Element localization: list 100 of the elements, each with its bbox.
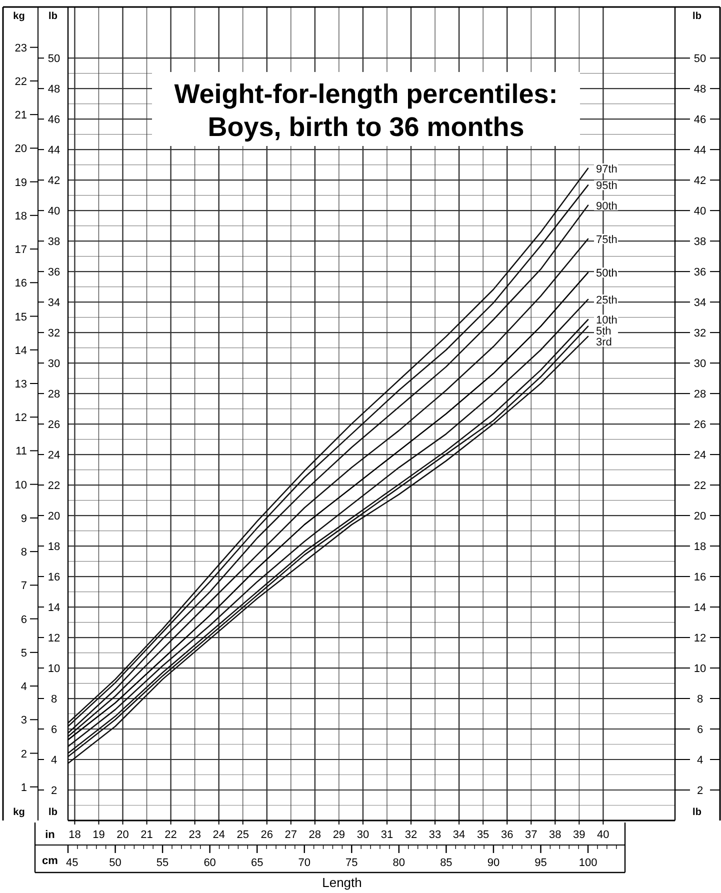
y3-tick-label: 28 (694, 388, 706, 401)
x-tick-label: 85 (440, 857, 452, 869)
x-tick-label: 45 (66, 857, 78, 869)
y-tick-label: 6 (20, 614, 27, 626)
x2-tick-label: 18 (68, 829, 81, 841)
y3-tick-label: 20 (694, 510, 706, 523)
y-tick-label: 7 (20, 580, 27, 592)
y2-tick-label: 40 (48, 206, 60, 218)
y3-tick-label: 50 (694, 53, 706, 66)
x2-tick-label: 27 (284, 829, 298, 841)
series-label: 5th (596, 326, 612, 338)
y-axis-title: kg (13, 11, 25, 22)
y2-tick-label: 36 (48, 266, 60, 279)
y3-tick-label: 38 (694, 236, 706, 248)
y3-tick-label: 42 (694, 175, 706, 188)
y3-tick-label: 14 (694, 602, 706, 614)
x2-tick-label: 23 (188, 829, 201, 841)
series-label: 10th (596, 314, 618, 327)
y3-tick-label: 26 (694, 419, 706, 432)
x2-tick-label: 26 (260, 829, 274, 841)
y3-tick-label: 32 (694, 328, 706, 340)
y2-tick-label: 48 (48, 84, 60, 96)
x-tick-label: 60 (204, 857, 216, 869)
y-tick-label: 23 (14, 42, 27, 54)
y3-tick-label: 24 (694, 450, 706, 462)
y2-tick-label: 26 (48, 419, 60, 432)
y2-tick-label: 46 (48, 114, 60, 126)
y2-tick-label: 42 (48, 175, 60, 188)
series-label: 95th (596, 180, 618, 192)
x-tick-label: 80 (392, 857, 406, 869)
y3-tick-label: 6 (696, 724, 704, 736)
x-tick-label: 70 (298, 857, 310, 869)
y3-tick-label: 40 (694, 206, 706, 218)
x2-tick-label: 22 (164, 829, 177, 841)
y-tick-label: 22 (14, 76, 27, 88)
y2-tick-label: 24 (48, 450, 60, 462)
series-label: 90th (596, 200, 618, 212)
y-tick-label: 21 (14, 110, 27, 122)
x2-tick-label: 28 (308, 829, 322, 841)
text: lb (48, 807, 58, 818)
y2-tick-label: 2 (50, 785, 58, 798)
y-tick-label: 3 (20, 714, 27, 727)
y3-tick-label: 30 (694, 358, 706, 370)
y-tick-label: 10 (14, 479, 27, 492)
y2-tick-label: 6 (50, 724, 58, 736)
x-tick-label: 100 (578, 857, 598, 869)
x2-tick-label: 30 (356, 829, 370, 841)
y2-tick-label: 28 (48, 388, 60, 401)
y-tick-label: 16 (14, 278, 27, 290)
y2-tick-label: 10 (48, 663, 60, 676)
x2-tick-label: 31 (380, 829, 394, 841)
x-tick-label: 55 (156, 857, 169, 869)
series-label: 50th (596, 268, 618, 280)
x2-tick-label: 24 (212, 829, 225, 841)
y2-tick-label: 44 (48, 144, 60, 157)
x2-tick-label: 29 (332, 829, 346, 841)
y2-tick-label: 38 (48, 236, 60, 248)
y2-tick-label: 30 (48, 358, 60, 370)
x-tick-label: 90 (487, 857, 500, 869)
y-tick-label: 8 (20, 546, 27, 559)
text: Boys, birth to 36 months (208, 112, 524, 142)
x2-tick-label: 40 (597, 829, 610, 841)
x2-tick-label: 35 (476, 829, 490, 841)
y2-tick-label: 18 (48, 541, 60, 554)
y3-tick-label: 18 (694, 541, 706, 554)
y2-tick-label: 8 (50, 694, 58, 706)
series-label: 3rd (596, 336, 612, 349)
x-axis-title: Length (322, 875, 362, 890)
y-tick-label: 2 (20, 748, 27, 760)
x2-tick-label: 19 (92, 829, 105, 841)
x2-tick-label: 37 (524, 829, 538, 841)
y2-tick-label: 14 (48, 602, 60, 614)
text: cm (42, 855, 58, 867)
y3-tick-label: 46 (694, 114, 706, 126)
x-tick-label: 75 (346, 857, 358, 869)
y-tick-label: 9 (20, 512, 27, 525)
y3-tick-label: 36 (694, 266, 706, 279)
y-tick-label: 20 (14, 143, 27, 156)
y-tick-label: 17 (14, 244, 27, 256)
y3-tick-label: 22 (694, 480, 706, 492)
x2-tick-label: 36 (500, 829, 514, 841)
y-tick-label: 15 (14, 311, 27, 324)
x-tick-label: 95 (534, 857, 547, 869)
y3-tick-label: 2 (696, 785, 704, 798)
y3-tick-label: 10 (694, 663, 706, 676)
y-tick-label: 12 (14, 412, 27, 424)
series-label: 25th (596, 294, 618, 306)
y3-axis-title: lb (692, 11, 702, 22)
y-tick-label: 1 (20, 782, 27, 794)
y3-tick-label: 44 (694, 144, 706, 157)
y-tick-label: 5 (20, 647, 27, 660)
y2-tick-label: 4 (50, 754, 58, 767)
y3-tick-label: 48 (694, 84, 706, 96)
y3-tick-label: 34 (694, 297, 706, 310)
y2-tick-label: 16 (48, 572, 60, 584)
y3-tick-label: 4 (696, 754, 704, 767)
y2-axis-title: lb (48, 11, 58, 22)
y-tick-label: 4 (20, 681, 27, 694)
y3-tick-label: 8 (696, 694, 704, 706)
x2-tick-label: 33 (428, 829, 442, 841)
